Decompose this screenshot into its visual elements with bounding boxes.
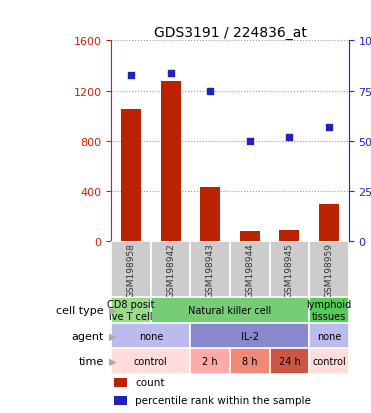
- Bar: [190, 323, 309, 349]
- Bar: [151, 297, 309, 323]
- Bar: [190, 349, 230, 374]
- Bar: [190, 242, 230, 297]
- Text: count: count: [135, 377, 165, 387]
- Text: Natural killer cell: Natural killer cell: [188, 305, 272, 315]
- Bar: [309, 242, 349, 297]
- Bar: [309, 349, 349, 374]
- Bar: [319, 204, 339, 242]
- Bar: [151, 242, 190, 297]
- Bar: [111, 242, 151, 297]
- Bar: [230, 349, 270, 374]
- Text: none: none: [139, 331, 163, 341]
- Text: GSM198945: GSM198945: [285, 242, 294, 297]
- Text: GSM198943: GSM198943: [206, 242, 215, 297]
- Text: cell type: cell type: [56, 305, 104, 315]
- Bar: [230, 242, 270, 297]
- Text: GSM198959: GSM198959: [325, 242, 334, 297]
- Bar: [111, 297, 151, 323]
- Bar: [270, 349, 309, 374]
- Point: [128, 72, 134, 78]
- Text: 8 h: 8 h: [242, 356, 257, 366]
- Text: ▶: ▶: [109, 305, 117, 315]
- Text: ▶: ▶: [109, 331, 117, 341]
- Text: ▶: ▶: [109, 356, 117, 366]
- Title: GDS3191 / 224836_at: GDS3191 / 224836_at: [154, 26, 306, 40]
- Text: GSM198942: GSM198942: [166, 242, 175, 297]
- Text: agent: agent: [72, 331, 104, 341]
- Bar: [240, 232, 260, 242]
- Bar: [111, 349, 190, 374]
- Bar: [279, 230, 299, 242]
- Text: percentile rank within the sample: percentile rank within the sample: [135, 395, 311, 405]
- Bar: [161, 81, 181, 242]
- Text: none: none: [317, 331, 341, 341]
- Bar: [111, 323, 190, 349]
- Text: control: control: [134, 356, 168, 366]
- Bar: [114, 378, 127, 387]
- Bar: [309, 297, 349, 323]
- Text: time: time: [79, 356, 104, 366]
- Text: GSM198958: GSM198958: [127, 242, 135, 297]
- Point: [326, 124, 332, 131]
- Point: [247, 138, 253, 145]
- Text: IL-2: IL-2: [241, 331, 259, 341]
- Bar: [121, 110, 141, 242]
- Bar: [200, 188, 220, 242]
- Text: CD8 posit
ive T cell: CD8 posit ive T cell: [107, 299, 155, 321]
- Point: [168, 70, 174, 77]
- Bar: [114, 396, 127, 405]
- Text: lymphoid
tissues: lymphoid tissues: [306, 299, 352, 321]
- Bar: [309, 323, 349, 349]
- Text: 24 h: 24 h: [279, 356, 300, 366]
- Bar: [270, 242, 309, 297]
- Text: 2 h: 2 h: [203, 356, 218, 366]
- Text: GSM198944: GSM198944: [245, 242, 254, 297]
- Text: control: control: [312, 356, 346, 366]
- Point: [207, 88, 213, 95]
- Point: [286, 134, 292, 141]
